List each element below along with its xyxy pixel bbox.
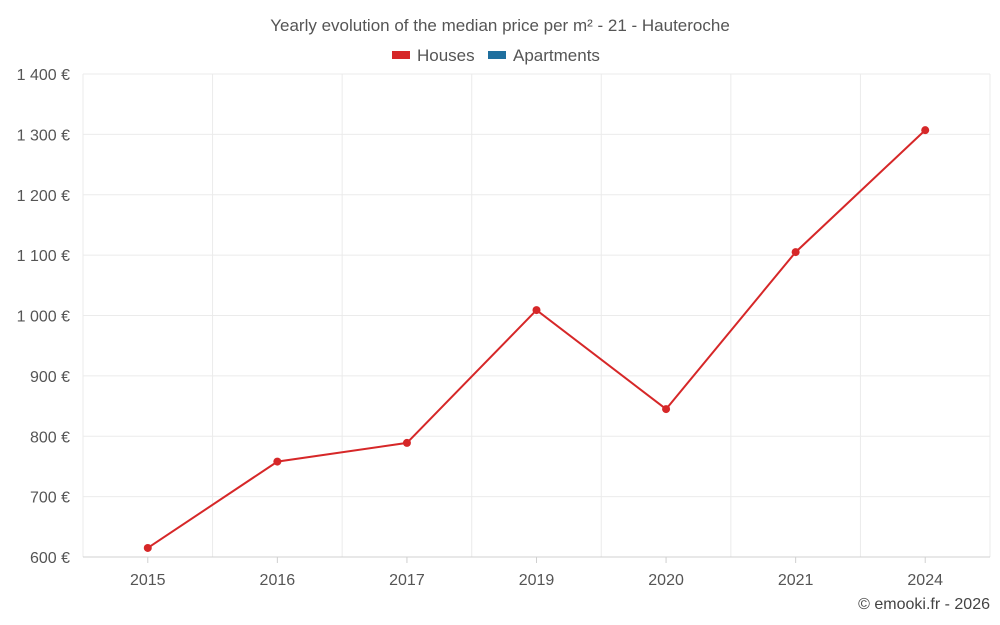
data-point-houses [273, 457, 282, 466]
y-tick-label: 1 000 € [17, 309, 70, 326]
chart-grid [82, 73, 991, 557]
chart-credit: © emooki.fr - 2026 [858, 596, 990, 613]
y-tick-label: 1 400 € [17, 67, 70, 84]
y-tick-label: 700 € [30, 490, 70, 507]
legend-label-apartments: Apartments [513, 46, 600, 65]
y-tick-label: 1 300 € [17, 127, 70, 144]
y-tick-label: 800 € [30, 429, 70, 446]
series-line-houses [147, 129, 926, 549]
data-point-houses [143, 543, 152, 552]
x-tick-label: 2024 [907, 572, 943, 589]
x-tick-label: 2020 [648, 572, 684, 589]
y-tick-label: 900 € [30, 369, 70, 386]
x-tick-label: 2017 [389, 572, 425, 589]
chart-series [143, 126, 930, 552]
chart-legend: Houses Apartments [392, 46, 600, 65]
data-point-houses [662, 405, 671, 414]
data-point-houses [921, 126, 930, 135]
y-axis: 600 € 700 € 800 € 900 € 1 000 € 1 100 € 1 200 … [17, 67, 70, 567]
y-tick-label: 600 € [30, 550, 70, 567]
x-tick-label: 2021 [778, 572, 814, 589]
x-tick-label: 2015 [130, 572, 166, 589]
data-point-houses [402, 438, 411, 447]
chart-title: Yearly evolution of the median price per… [270, 16, 730, 35]
x-axis: 2015 2016 2017 2019 2020 2021 2024 [83, 556, 990, 589]
y-tick-label: 1 100 € [17, 248, 70, 265]
data-point-houses [791, 248, 800, 257]
x-tick-label: 2016 [260, 572, 296, 589]
legend-label-houses: Houses [417, 46, 475, 65]
data-point-houses [532, 306, 541, 315]
y-tick-label: 1 200 € [17, 188, 70, 205]
legend-swatch-apartments [488, 51, 506, 59]
x-tick-label: 2019 [519, 572, 555, 589]
legend-swatch-houses [392, 51, 410, 59]
